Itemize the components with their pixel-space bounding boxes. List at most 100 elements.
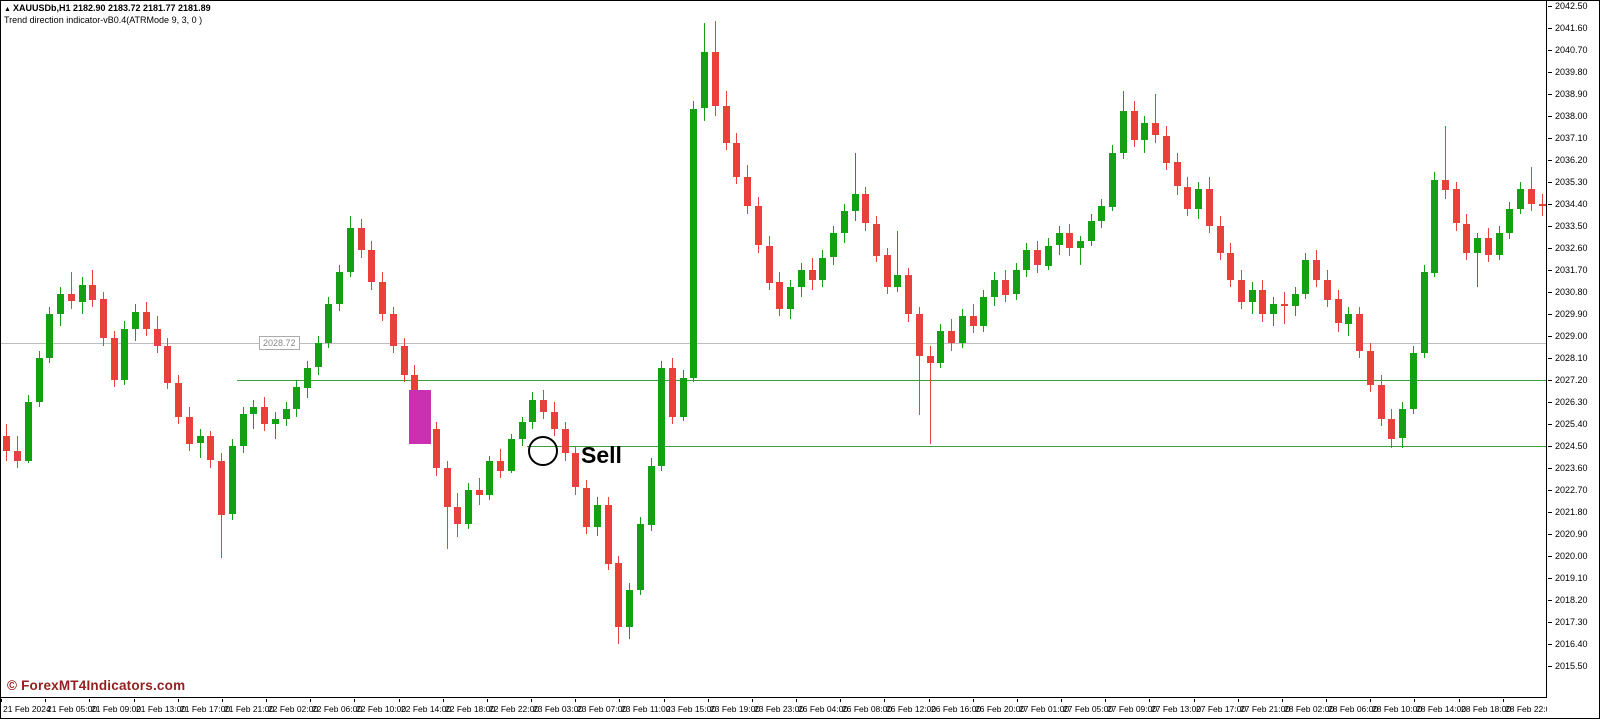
candle — [1066, 233, 1073, 248]
candle — [486, 461, 493, 495]
price-tick-label: 2033.50 — [1555, 221, 1588, 231]
candle-wick — [275, 412, 276, 439]
time-axis-tick — [619, 699, 620, 702]
price-tick-label: 2017.30 — [1555, 617, 1588, 627]
candle — [379, 282, 386, 314]
price-axis-tick — [1548, 50, 1552, 51]
candle — [283, 409, 290, 419]
time-tick-label: 26 Feb 04:00 — [798, 704, 849, 714]
time-axis-tick — [1503, 699, 1504, 702]
candle — [787, 287, 794, 309]
time-tick-label: 21 Feb 05:00 — [47, 704, 98, 714]
time-axis-tick — [840, 699, 841, 702]
candle — [766, 246, 773, 283]
price-axis-tick — [1548, 644, 1552, 645]
time-tick-label: 28 Feb 10:00 — [1372, 704, 1423, 714]
price-axis-tick — [1548, 94, 1552, 95]
candle — [1388, 419, 1395, 439]
time-axis-tick — [45, 699, 46, 702]
candle — [336, 272, 343, 304]
time-axis-tick — [1149, 699, 1150, 702]
time-tick-label: 23 Feb 03:00 — [533, 704, 584, 714]
candle — [937, 331, 944, 363]
resistance-line — [237, 380, 1546, 381]
candle — [1517, 189, 1524, 209]
price-axis-tick — [1548, 336, 1552, 337]
candle — [46, 314, 53, 358]
candle — [250, 407, 257, 414]
candle — [540, 400, 547, 412]
candle — [733, 143, 740, 177]
candle — [1120, 111, 1127, 153]
price-tick-label: 2039.80 — [1555, 67, 1588, 77]
price-axis[interactable]: 2042.50 2041.60 2040.70 2039.80 2038.90 2038.… — [1548, 1, 1599, 698]
price-axis-tick — [1548, 28, 1552, 29]
candle — [497, 461, 504, 471]
time-tick-label: 28 Feb 18:00 — [1461, 704, 1512, 714]
price-tick-label: 2024.50 — [1555, 441, 1588, 451]
price-axis-tick — [1548, 6, 1552, 7]
time-axis[interactable]: 21 Feb 2024 21 Feb 05:00 21 Feb 09:00 21 Fe… — [1, 699, 1547, 718]
candle-wick — [919, 307, 920, 415]
candle-wick — [930, 346, 931, 444]
time-axis-tick — [1370, 699, 1371, 702]
candle — [894, 275, 901, 287]
candle — [1528, 189, 1535, 204]
time-axis-tick — [752, 699, 753, 702]
time-tick-label: 22 Feb 06:00 — [312, 704, 363, 714]
price-axis-tick — [1548, 116, 1552, 117]
candle — [444, 468, 451, 507]
candle — [927, 356, 934, 363]
time-axis-tick — [310, 699, 311, 702]
candle — [572, 453, 579, 487]
time-axis-tick — [1326, 699, 1327, 702]
candle — [529, 400, 536, 422]
time-tick-label: 23 Feb 19:00 — [710, 704, 761, 714]
candle — [79, 285, 86, 302]
time-tick-label: 27 Feb 13:00 — [1151, 704, 1202, 714]
candle — [25, 402, 32, 461]
candle — [1174, 162, 1181, 186]
price-tick-label: 2019.10 — [1555, 573, 1588, 583]
time-axis-tick — [884, 699, 885, 702]
time-tick-label: 28 Feb 14:00 — [1416, 704, 1467, 714]
time-tick-label: 27 Feb 21:00 — [1240, 704, 1291, 714]
time-tick-label: 21 Feb 21:00 — [224, 704, 275, 714]
price-tick-label: 2040.70 — [1555, 45, 1588, 55]
candle — [626, 590, 633, 627]
time-axis-tick — [354, 699, 355, 702]
chart-plot-area[interactable]: ▲ XAUUSDb,H1 2182.90 2183.72 2181.77 2181… — [1, 1, 1547, 698]
price-tick-label: 2042.50 — [1555, 1, 1588, 11]
candle — [841, 211, 848, 233]
candle — [218, 461, 225, 515]
time-axis-tick — [443, 699, 444, 702]
time-tick-label: 28 Feb 02:00 — [1284, 704, 1335, 714]
candle — [207, 436, 214, 460]
time-axis-tick — [1, 699, 2, 702]
price-axis-tick — [1548, 666, 1552, 667]
candle — [175, 383, 182, 417]
candle — [358, 228, 365, 250]
candle — [368, 250, 375, 282]
price-tick-label: 2028.10 — [1555, 353, 1588, 363]
candle — [1506, 209, 1513, 233]
candle — [658, 368, 665, 466]
candle — [261, 407, 268, 424]
candle — [594, 505, 601, 527]
time-tick-label: 26 Feb 12:00 — [886, 704, 937, 714]
candle-wick — [855, 153, 856, 221]
candle — [186, 417, 193, 444]
signal-box — [409, 390, 431, 444]
candle — [1335, 299, 1342, 323]
time-tick-label: 28 Feb 06:00 — [1328, 704, 1379, 714]
candle — [701, 52, 708, 108]
candle — [862, 194, 869, 223]
price-tick-label: 2020.90 — [1555, 529, 1588, 539]
price-tick-label: 2029.90 — [1555, 309, 1588, 319]
candle — [1088, 221, 1095, 241]
candle — [615, 563, 622, 627]
candle — [852, 194, 859, 211]
time-axis-tick — [929, 699, 930, 702]
candle — [723, 106, 730, 143]
price-axis-tick — [1548, 512, 1552, 513]
